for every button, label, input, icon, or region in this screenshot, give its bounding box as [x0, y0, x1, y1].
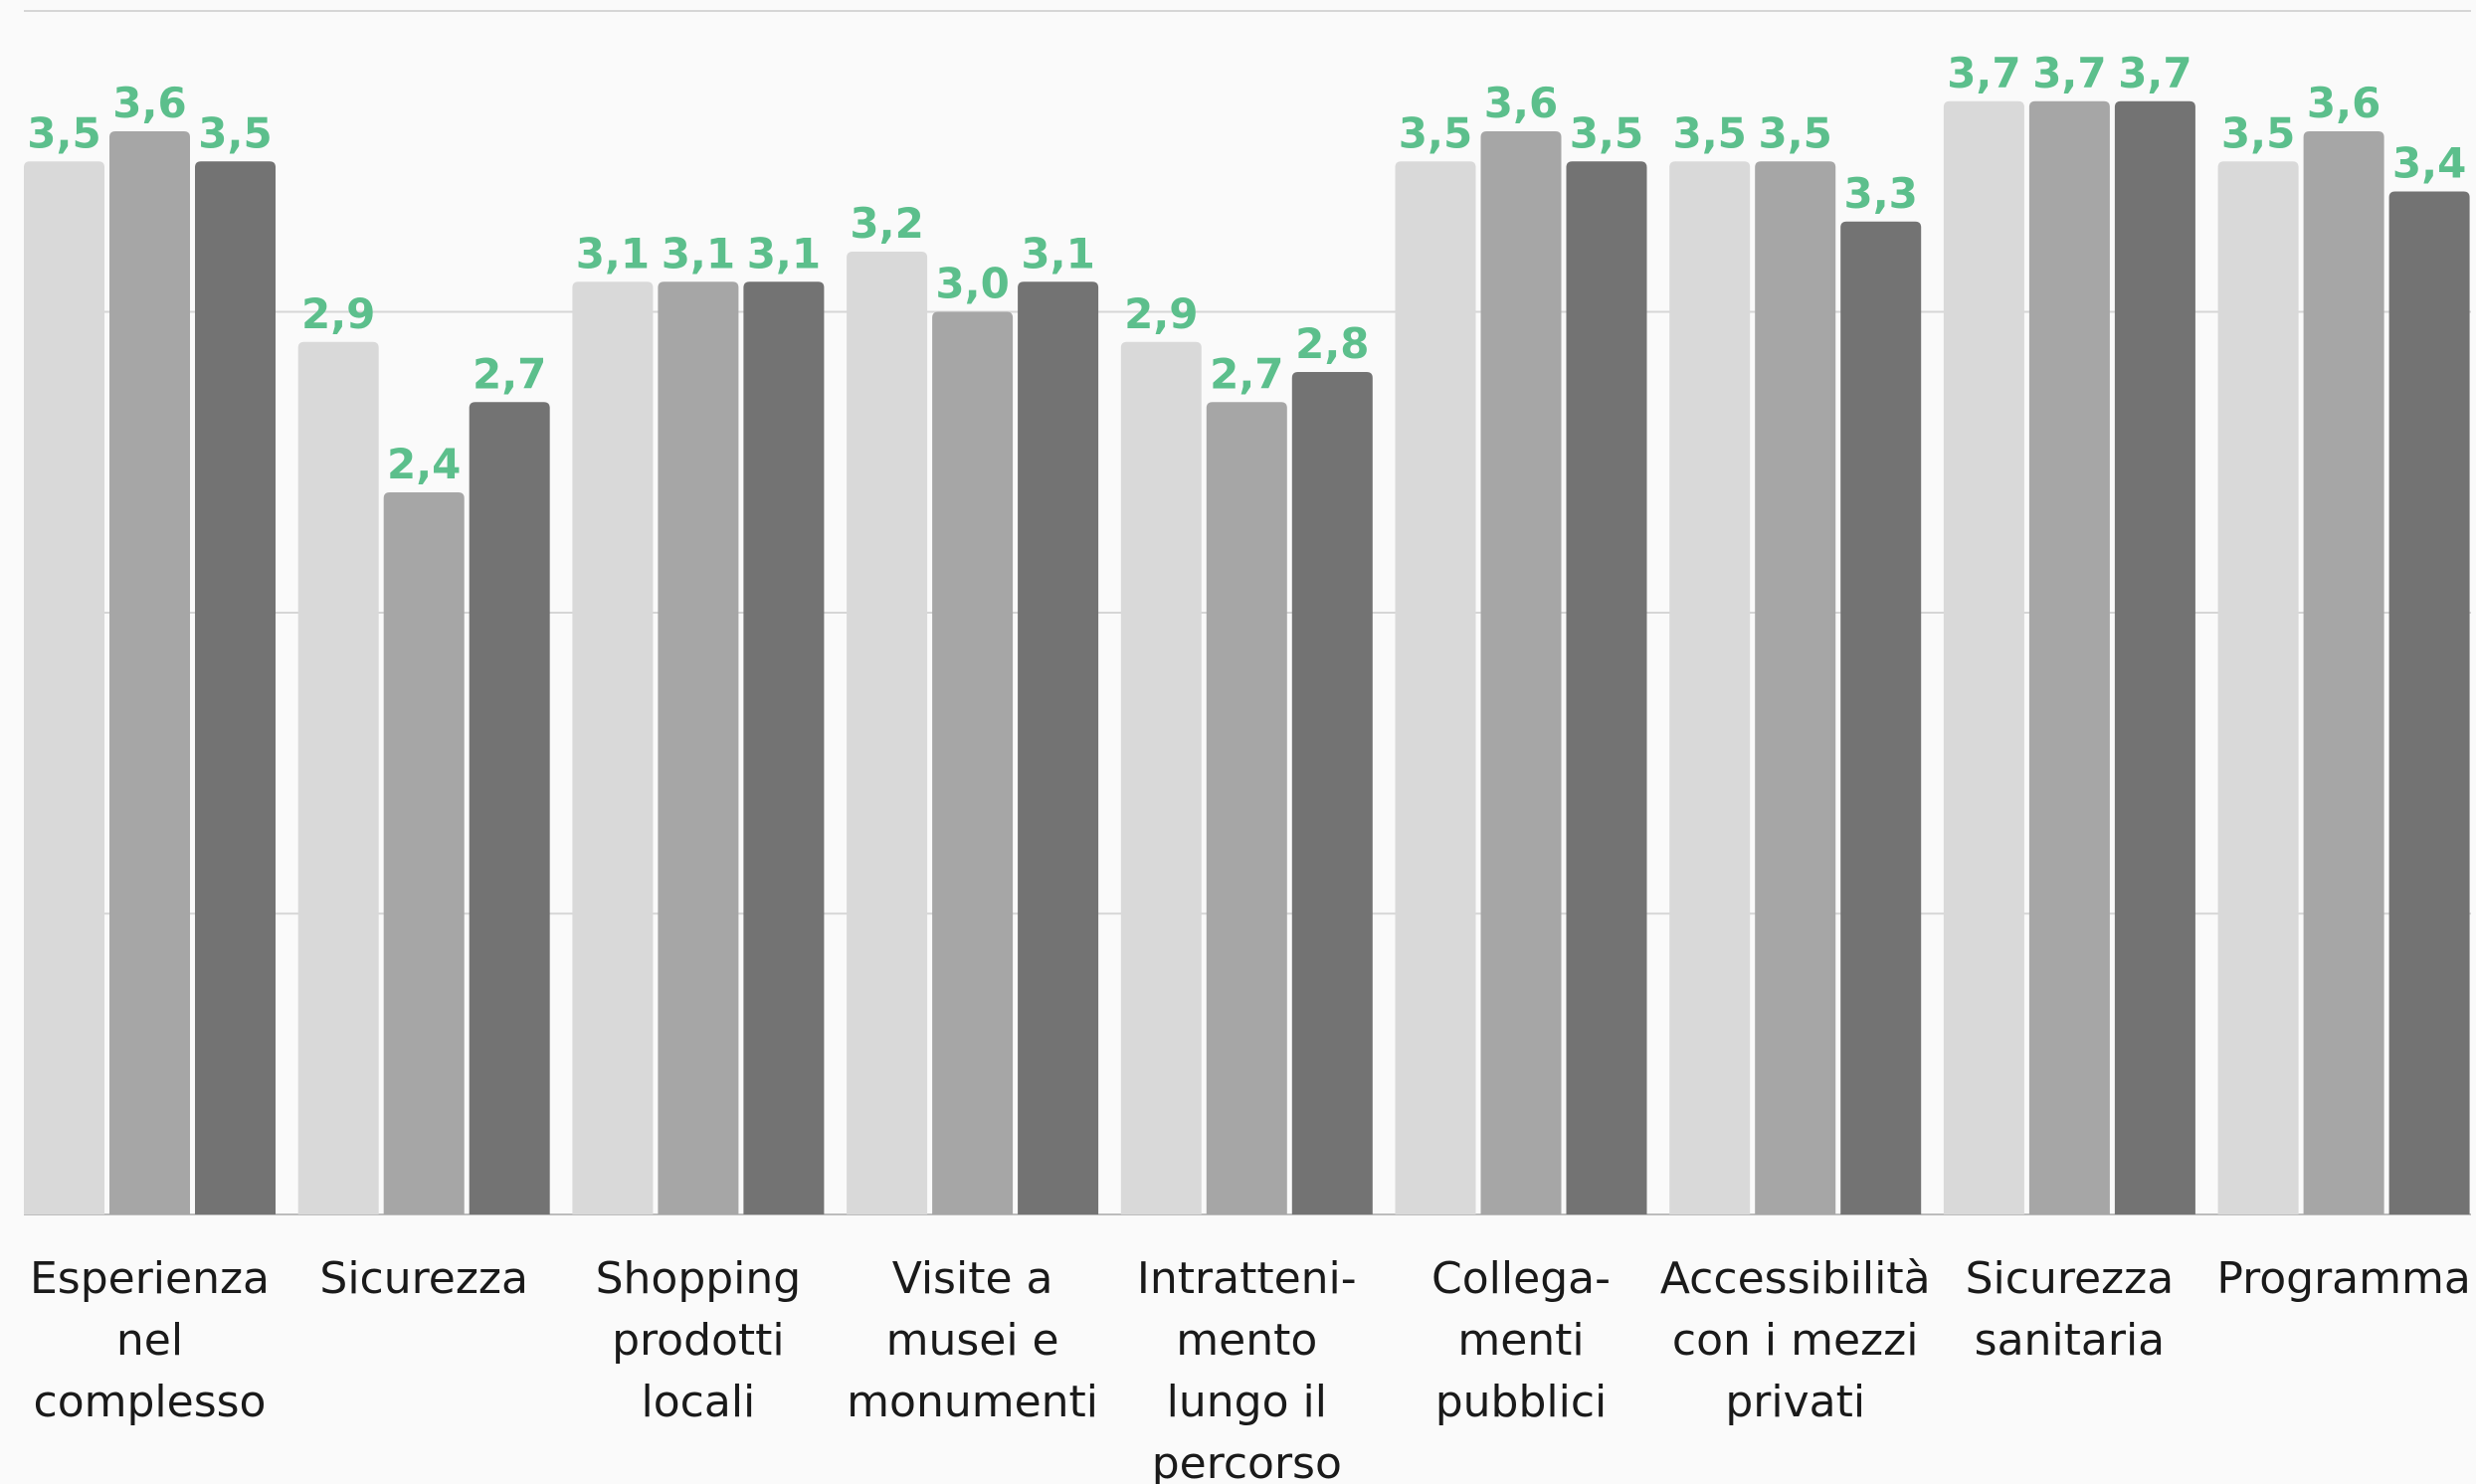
bar-cat1-series2 — [469, 402, 550, 1214]
value-labels-layer: 3,53,63,52,92,42,73,1 3,1 3,13,23,03,12,92… — [27, 49, 2466, 488]
bar-cat0-series2 — [195, 161, 276, 1214]
bar-cat2-series1 — [658, 281, 739, 1214]
value-label-cat7-series0: 3,7 — [1947, 49, 2020, 97]
bar-cat8-series0 — [2217, 161, 2299, 1214]
category-label-0: Esperienza nel complesso — [30, 1253, 270, 1427]
bar-cat4-series0 — [1120, 341, 1202, 1214]
value-label-cat0-series2: 3,5 — [198, 108, 272, 157]
value-label-cat4-series2: 2,8 — [1295, 319, 1369, 368]
value-label-cat3-series0: 3,2 — [850, 199, 923, 248]
category-label-4-line-2: lungo il — [1167, 1377, 1327, 1427]
value-label-cat4-series0: 2,9 — [1124, 289, 1198, 338]
category-label-4-line-0: Intratteni- — [1137, 1253, 1357, 1304]
category-label-3: Visite a musei e monumenti — [847, 1253, 1098, 1427]
value-label-cat1-series0: 2,9 — [301, 289, 375, 338]
bar-cat2-series0 — [572, 281, 654, 1214]
bar-cat7-series0 — [1943, 100, 2024, 1214]
category-label-8-line-0: Programma — [2216, 1253, 2470, 1304]
category-label-5-line-1: menti — [1457, 1315, 1584, 1366]
value-label-cat3-series2: 3,1 — [1021, 229, 1094, 278]
category-label-7-line-0: Sicurezza — [1966, 1253, 2175, 1304]
value-label-cat5-series1: 3,6 — [1484, 79, 1558, 127]
bar-cat6-series0 — [1669, 161, 1751, 1214]
value-label-cat6-series0: 3,5 — [1672, 108, 1746, 157]
category-label-4-line-1: mento — [1176, 1315, 1317, 1366]
value-label-cat0-series0: 3,5 — [27, 108, 100, 157]
bars-layer — [24, 100, 2470, 1214]
category-label-3-line-2: monumenti — [847, 1377, 1098, 1427]
category-label-5-line-0: Collega- — [1431, 1253, 1611, 1304]
category-label-6-line-1: con i mezzi — [1672, 1315, 1919, 1366]
value-label-cat8-series1: 3,6 — [2307, 79, 2381, 127]
category-label-6-line-2: privati — [1725, 1377, 1865, 1427]
bar-cat7-series2 — [2114, 100, 2195, 1214]
bar-cat3-series2 — [1018, 281, 1099, 1214]
category-label-3-line-0: Visite a — [892, 1253, 1053, 1304]
category-label-0-line-2: complesso — [34, 1377, 267, 1427]
bar-cat0-series1 — [109, 131, 190, 1214]
category-label-5-line-2: pubblici — [1435, 1377, 1608, 1427]
value-label-cat2-series2: 3,1 — [747, 229, 821, 278]
bar-cat6-series1 — [1755, 161, 1836, 1214]
value-label-cat1-series2: 2,7 — [473, 349, 546, 398]
category-labels-layer: Esperienza nel complesso Sicurezza Shopping p… — [30, 1253, 2471, 1484]
category-label-4: Intratteni-mento lungo il percorso — [1137, 1253, 1357, 1484]
value-label-cat8-series2: 3,4 — [2392, 139, 2466, 188]
category-label-3-line-1: musei e — [886, 1315, 1059, 1366]
value-label-cat0-series1: 3,6 — [112, 79, 186, 127]
bar-cat3-series1 — [932, 311, 1014, 1214]
category-label-1: Sicurezza — [319, 1253, 528, 1304]
value-label-cat7-series1: 3,7 — [2032, 49, 2106, 97]
category-label-2-line-0: Shopping — [596, 1253, 802, 1304]
bar-cat8-series2 — [2388, 191, 2470, 1214]
category-label-8: Programma — [2216, 1253, 2470, 1304]
value-label-cat3-series1: 3,0 — [935, 260, 1009, 308]
bar-cat0-series0 — [24, 161, 104, 1214]
category-label-2-line-1: prodotti — [612, 1315, 785, 1366]
category-label-6-line-0: Accessibilità — [1660, 1253, 1931, 1304]
bar-cat5-series1 — [1480, 131, 1562, 1214]
value-label-cat1-series1: 2,4 — [387, 440, 461, 488]
value-label-cat2-series0: 3,1 — [576, 229, 650, 278]
category-label-6: Accessibilità con i mezzi privati — [1660, 1253, 1931, 1427]
bar-cat5-series0 — [1395, 161, 1476, 1214]
bar-cat4-series1 — [1206, 402, 1287, 1214]
category-label-1-line-0: Sicurezza — [319, 1253, 528, 1304]
bar-cat1-series0 — [297, 341, 379, 1214]
value-label-cat2-series1: 3,1 — [662, 229, 735, 278]
bar-cat1-series1 — [383, 492, 465, 1214]
bar-cat6-series2 — [1840, 221, 1922, 1214]
value-label-cat6-series1: 3,5 — [1758, 108, 1831, 157]
value-label-cat5-series0: 3,5 — [1399, 108, 1472, 157]
value-label-cat7-series2: 3,7 — [2118, 49, 2191, 97]
category-label-2: Shopping prodotti locali — [596, 1253, 802, 1427]
bar-cat5-series2 — [1566, 161, 1647, 1214]
value-label-cat8-series0: 3,5 — [2221, 108, 2295, 157]
value-label-cat6-series2: 3,3 — [1843, 169, 1917, 218]
bar-cat7-series1 — [2028, 100, 2110, 1214]
bar-cat8-series1 — [2303, 131, 2384, 1214]
category-label-5: Collega-menti pubblici — [1431, 1253, 1611, 1427]
bar-cat2-series2 — [743, 281, 825, 1214]
value-label-cat4-series1: 2,7 — [1210, 349, 1283, 398]
category-label-7-line-1: sanitaria — [1975, 1315, 2166, 1366]
value-label-cat5-series2: 3,5 — [1570, 108, 1643, 157]
category-label-2-line-2: locali — [642, 1377, 756, 1427]
category-label-0-line-1: nel — [116, 1315, 183, 1366]
bar-cat3-series0 — [847, 252, 928, 1214]
category-label-7: Sicurezza sanitaria — [1966, 1253, 2175, 1366]
category-label-0-line-0: Esperienza — [30, 1253, 270, 1304]
bar-cat4-series2 — [1291, 372, 1373, 1214]
category-label-4-line-3: percorso — [1152, 1438, 1342, 1484]
